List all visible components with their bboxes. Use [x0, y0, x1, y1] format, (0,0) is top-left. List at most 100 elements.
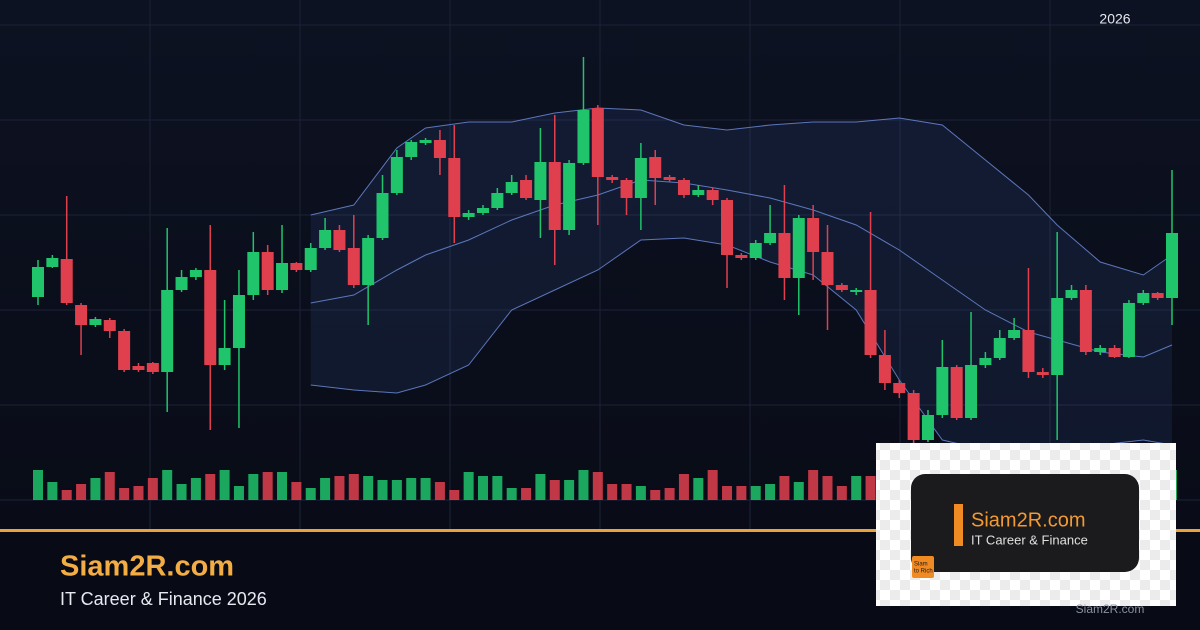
candle-body — [749, 243, 762, 258]
volume-bar — [377, 480, 388, 500]
candle-body — [534, 162, 547, 200]
candle-body — [462, 213, 475, 217]
candle-body — [778, 233, 791, 278]
candle-body — [118, 331, 131, 370]
volume-bar — [492, 476, 503, 500]
candle-body — [721, 200, 734, 255]
volume-bar — [133, 486, 144, 500]
volume-bar — [664, 488, 675, 500]
footer-title: Siam2R.com — [60, 551, 234, 583]
candle-body — [1108, 348, 1121, 357]
logo-subtitle: IT Career & Finance — [971, 532, 1088, 547]
candle-body — [161, 290, 174, 372]
chart — [32, 57, 1178, 500]
candle-body — [821, 252, 834, 285]
logo-title: Siam2R.com — [971, 509, 1085, 531]
volume-bar — [305, 488, 316, 500]
logo-card — [911, 474, 1139, 572]
logo-panel: Siam2R.com IT Career & Finance Siam to R… — [876, 443, 1176, 606]
candle-body — [907, 393, 920, 440]
candle-body — [362, 238, 375, 285]
volume-bar — [808, 470, 819, 500]
candle-body — [146, 363, 159, 372]
watermark: Siam2R.com — [1076, 602, 1145, 616]
volume-bar — [205, 474, 216, 500]
volume-bar — [147, 478, 158, 500]
candle-body — [620, 180, 633, 198]
candle-body — [936, 367, 949, 415]
volume-bar — [621, 484, 632, 500]
candle-body — [807, 218, 820, 252]
volume-bar — [535, 474, 546, 500]
candle-body — [878, 355, 891, 383]
candle-body — [1137, 293, 1150, 303]
candle-body — [850, 290, 863, 292]
volume-bar — [722, 486, 733, 500]
candle-body — [548, 162, 561, 230]
candle-body — [261, 252, 274, 290]
volume-bar — [248, 474, 259, 500]
candle-body — [950, 367, 963, 418]
candle-body — [1151, 293, 1164, 298]
candle-body — [1079, 290, 1092, 352]
candle-body — [433, 140, 446, 158]
volume-bar — [693, 478, 704, 500]
band-line — [310, 107, 1173, 276]
volume-bar — [765, 484, 776, 500]
volume-bar — [291, 482, 302, 500]
candle-body — [792, 218, 805, 278]
candle-body — [46, 258, 59, 267]
volume-bar — [650, 490, 661, 500]
volume-bar — [277, 472, 288, 500]
volume-bar — [233, 486, 244, 500]
volume-bar — [635, 486, 646, 500]
candle-body — [448, 158, 461, 217]
candle-body — [893, 383, 906, 393]
volume-bar — [104, 472, 115, 500]
candle-body — [1065, 290, 1078, 298]
candle-body — [563, 163, 576, 230]
candle-body — [189, 270, 202, 277]
volume-bar — [61, 490, 72, 500]
volume-bar — [47, 482, 58, 500]
candle-body — [218, 348, 231, 365]
candle-body — [921, 415, 934, 440]
candle-body — [1166, 233, 1178, 298]
volume-bar — [578, 470, 589, 500]
candle-body — [175, 277, 188, 290]
candle-body — [247, 252, 260, 295]
volume-bar — [262, 472, 273, 500]
candle-body — [476, 208, 489, 213]
candle-body — [677, 180, 690, 195]
candle-body — [591, 108, 604, 177]
volume-bar — [420, 478, 431, 500]
candle-body — [290, 263, 303, 270]
candle-body — [1008, 330, 1021, 338]
logo-bar — [954, 504, 963, 546]
volume-bar — [779, 476, 790, 500]
candle-body — [204, 270, 217, 365]
candle-body — [232, 295, 245, 348]
logo-icon — [912, 556, 934, 578]
candle-body — [1051, 298, 1064, 375]
volume-bar — [793, 482, 804, 500]
candle-body — [993, 338, 1006, 358]
candle-body — [835, 285, 848, 290]
volume-bar — [750, 486, 761, 500]
candle-body — [333, 230, 346, 250]
candle-body — [347, 248, 360, 285]
candle-body — [649, 157, 662, 178]
year-badge: 2026 — [1099, 11, 1130, 27]
volume-bar — [449, 490, 460, 500]
volume-bar — [607, 484, 618, 500]
volume-bar — [865, 476, 876, 500]
volume-bar — [90, 478, 101, 500]
volume-bar — [348, 474, 359, 500]
volume-bar — [76, 484, 87, 500]
candle-body — [304, 248, 317, 270]
candle-body — [505, 182, 518, 193]
candle-body — [965, 365, 978, 418]
volume-bar — [477, 476, 488, 500]
volume-bar — [836, 486, 847, 500]
